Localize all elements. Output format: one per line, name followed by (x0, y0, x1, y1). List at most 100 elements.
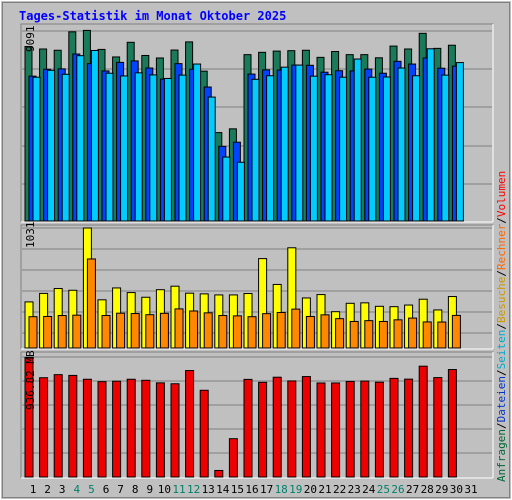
legend-text: Anfragen/Dateien/Seiten/Besuche/Rechner/… (495, 171, 508, 482)
bar-seiten-day-14 (222, 156, 231, 222)
bar-rechner-day-30 (451, 314, 461, 349)
bar-volumen-day-2 (39, 377, 49, 478)
y-max-label-volume: 936.82 MB (24, 350, 37, 410)
bar-seiten-day-24 (368, 76, 377, 222)
bar-volumen-day-28 (418, 365, 428, 478)
panel-visits-hosts (20, 224, 494, 350)
bar-volumen-day-29 (433, 377, 443, 478)
legend-separator: / (495, 270, 508, 277)
bar-rechner-day-4 (72, 314, 82, 349)
bar-seiten-day-18 (280, 66, 289, 222)
bar-rechner-day-12 (189, 310, 199, 349)
x-tick-label: 13 (202, 483, 215, 496)
bar-rechner-day-19 (291, 308, 301, 349)
bar-rechner-day-29 (437, 321, 447, 349)
bar-rechner-day-14 (218, 315, 228, 349)
bar-rechner-day-11 (174, 308, 184, 349)
bar-rechner-day-22 (335, 318, 345, 349)
bar-volumen-day-18 (272, 376, 282, 478)
legend-separator: / (495, 217, 508, 224)
legend-item-seiten: Seiten (495, 330, 508, 370)
bar-volumen-day-30 (447, 369, 457, 478)
bar-volumen-day-6 (97, 381, 107, 478)
x-tick-label: 10 (158, 483, 171, 496)
bar-seiten-day-22 (339, 76, 348, 222)
x-tick-label: 14 (216, 483, 230, 496)
legend-item-volumen: Volumen (495, 171, 508, 217)
legend-item-besuche: Besuche (495, 277, 508, 323)
legend-separator: / (495, 422, 508, 429)
x-tick-label: 18 (275, 483, 288, 496)
bar-rechner-day-26 (393, 319, 403, 349)
bar-rechner-day-3 (57, 315, 67, 349)
bar-seiten-day-21 (324, 74, 333, 222)
x-tick-label: 4 (73, 483, 80, 496)
bar-seiten-day-4 (76, 55, 85, 222)
bar-rechner-day-21 (320, 314, 330, 349)
x-tick-label: 23 (348, 483, 361, 496)
bar-rechner-day-1 (28, 316, 38, 349)
bar-seiten-day-26 (397, 67, 406, 222)
bar-rechner-day-20 (305, 315, 315, 349)
legend-item-anfragen: Anfragen (495, 429, 508, 482)
bar-seiten-day-11 (178, 74, 187, 222)
bar-seiten-day-16 (251, 78, 260, 222)
x-tick-label: 25 (377, 483, 390, 496)
bar-rechner-day-24 (364, 320, 374, 349)
y-max-label-hits: 9091 (24, 26, 37, 53)
bar-volumen-day-5 (82, 378, 92, 478)
x-tick-label: 31 (464, 483, 477, 496)
bar-rechner-day-5 (86, 258, 96, 349)
x-tick-label: 26 (391, 483, 404, 496)
bar-volumen-day-27 (404, 378, 414, 478)
x-tick-label: 20 (304, 483, 317, 496)
bar-volumen-day-26 (389, 377, 399, 478)
bar-rechner-day-18 (276, 312, 286, 349)
bar-seiten-day-6 (105, 72, 114, 222)
x-tick-label: 29 (435, 483, 448, 496)
bar-rechner-day-17 (262, 313, 272, 349)
x-tick-label: 30 (450, 483, 463, 496)
bar-volumen-day-3 (53, 374, 63, 478)
bar-volumen-day-4 (68, 374, 78, 478)
y-max-label-visits: 1031 (24, 222, 37, 249)
bar-volumen-day-23 (345, 380, 355, 478)
bar-seiten-day-17 (266, 75, 275, 222)
bar-volumen-day-17 (258, 381, 268, 478)
x-tick-label: 27 (406, 483, 419, 496)
x-axis-day-labels: 1 2 3 4 5 6 7 8 9 10 11 12 13 14 15 16 17 18 19 20 21 22 23 24 2… (30, 483, 478, 496)
bar-rechner-day-13 (203, 312, 213, 349)
bar-rechner-day-6 (101, 315, 111, 349)
x-tick-label: 16 (245, 483, 258, 496)
x-tick-label: 5 (88, 483, 95, 496)
bar-seiten-day-9 (149, 74, 158, 222)
bar-volumen-day-21 (316, 382, 326, 478)
bar-rechner-day-7 (116, 312, 126, 349)
x-tick-label: 1 (30, 483, 37, 496)
x-tick-label: 19 (289, 483, 302, 496)
x-tick-label: 3 (59, 483, 66, 496)
x-tick-label: 24 (362, 483, 376, 496)
bar-volumen-day-16 (243, 378, 253, 478)
bar-volumen-day-9 (141, 379, 151, 478)
bar-volumen-day-19 (287, 380, 297, 478)
bar-seiten-day-20 (309, 75, 318, 222)
bar-rechner-day-25 (378, 320, 388, 349)
legend-separator: / (495, 369, 508, 376)
x-tick-label: 28 (421, 483, 434, 496)
x-tick-label: 12 (187, 483, 200, 496)
x-tick-label: 17 (260, 483, 273, 496)
bar-seiten-day-28 (426, 48, 435, 222)
bar-rechner-day-9 (145, 314, 155, 349)
bar-volumen-day-7 (112, 380, 122, 478)
chart-title: Tages-Statistik im Monat Oktober 2025 (19, 9, 286, 23)
bar-seiten-day-19 (295, 64, 304, 222)
bar-seiten-day-27 (412, 75, 421, 222)
x-tick-label: 6 (103, 483, 110, 496)
bar-rechner-day-28 (422, 321, 432, 349)
series-legend: Anfragen/Dateien/Seiten/Besuche/Rechner/… (495, 171, 508, 482)
bar-volumen-day-24 (360, 380, 370, 478)
bar-volumen-day-11 (170, 383, 180, 478)
